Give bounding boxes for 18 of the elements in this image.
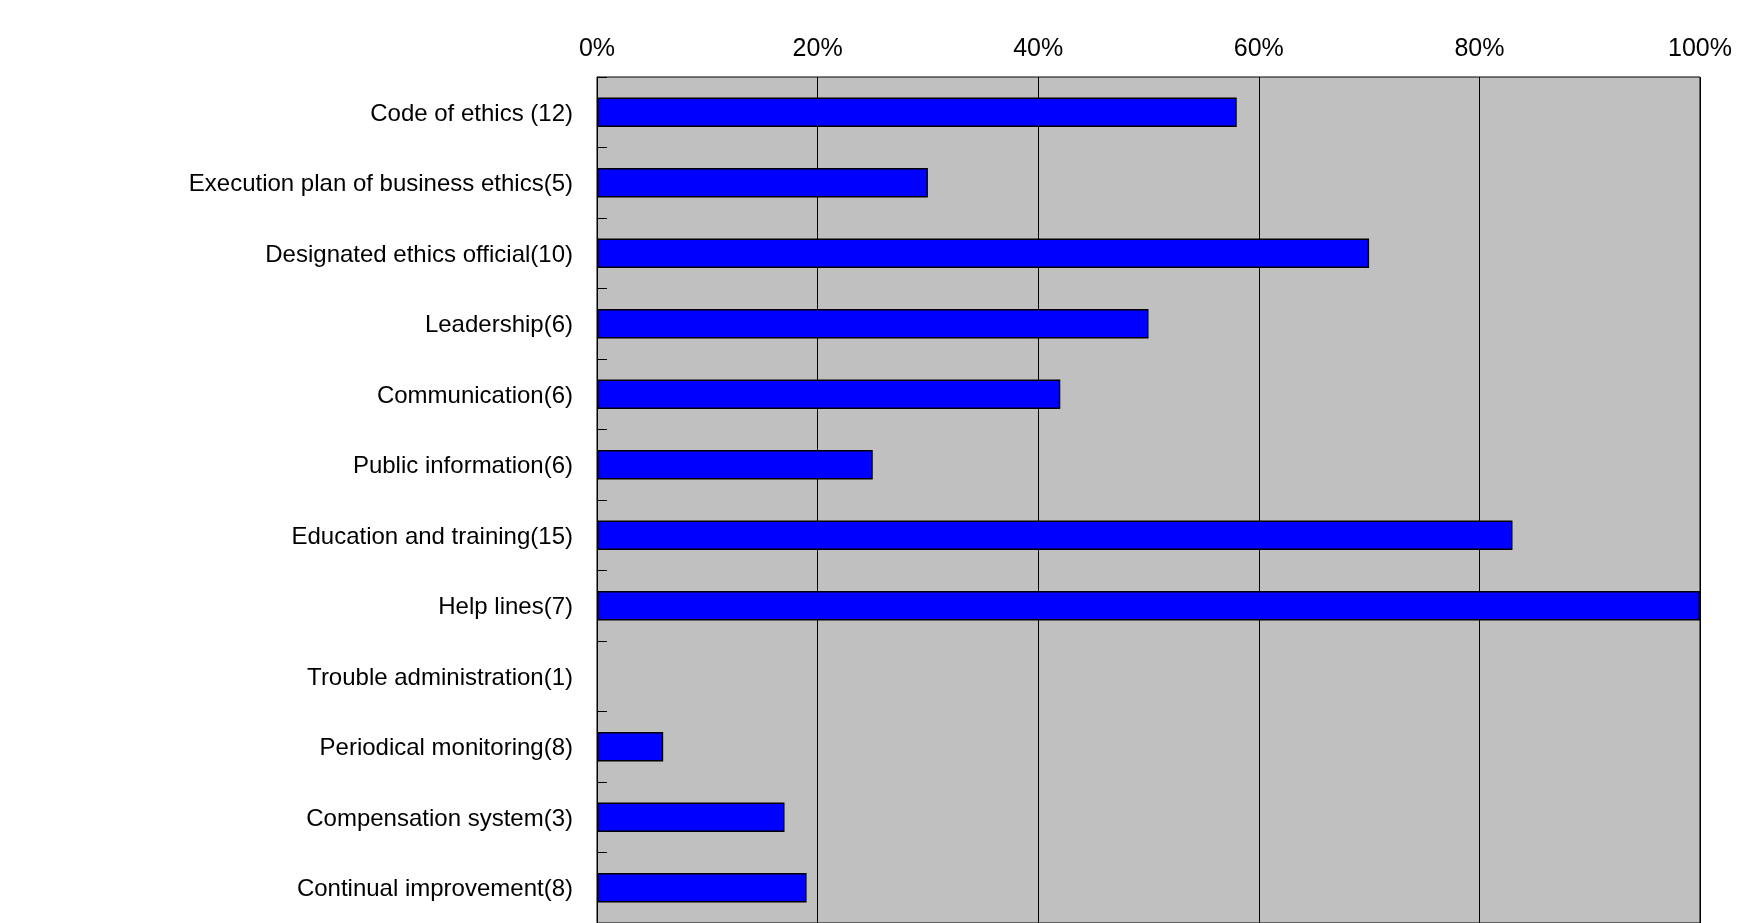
y-tick-label: Public information(6) <box>352 451 573 479</box>
x-tick-label: 100% <box>1668 32 1732 61</box>
x-tick-label: 0% <box>578 32 616 61</box>
y-tick-label: Communication(6) <box>376 380 573 408</box>
y-tick-label: Code of ethics (12) <box>370 98 573 126</box>
y-tick-label: Help lines(7) <box>438 592 573 620</box>
x-tick-label: 80% <box>1454 32 1505 61</box>
y-tick-label: Trouble administration(1) <box>307 662 573 690</box>
y-tick-label: Periodical monitoring(8) <box>319 733 573 761</box>
x-tick-label: 60% <box>1233 32 1284 61</box>
y-tick-label: Compensation system(3) <box>306 803 573 831</box>
y-tick-label: Education and training(15) <box>291 521 573 549</box>
y-tick-label: Leadership(6) <box>424 310 573 338</box>
y-tick-label: Continual improvement(8) <box>296 874 573 902</box>
x-tick-label: 20% <box>792 32 843 61</box>
x-tick-label: 40% <box>1013 32 1064 61</box>
y-tick-label: Execution plan of business ethics(5) <box>188 169 573 197</box>
y-tick-label: Designated ethics official(10) <box>265 239 573 267</box>
